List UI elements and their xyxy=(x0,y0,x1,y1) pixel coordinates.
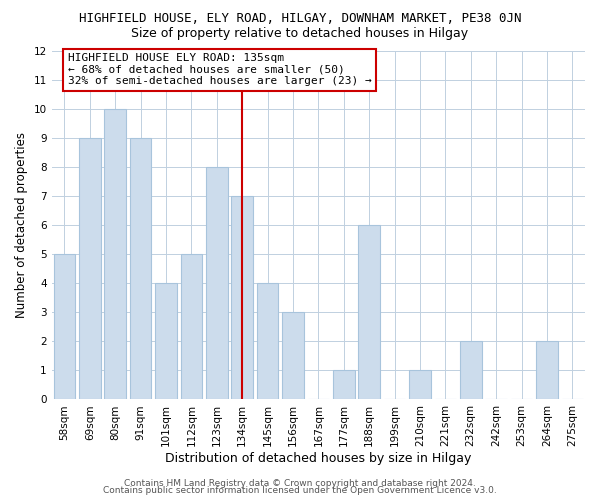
Bar xyxy=(181,254,202,400)
Bar xyxy=(257,284,278,400)
Bar xyxy=(358,226,380,400)
Bar xyxy=(206,168,227,400)
Bar xyxy=(53,254,75,400)
Text: HIGHFIELD HOUSE ELY ROAD: 135sqm
← 68% of detached houses are smaller (50)
32% o: HIGHFIELD HOUSE ELY ROAD: 135sqm ← 68% o… xyxy=(68,53,371,86)
Bar xyxy=(104,110,126,400)
Bar xyxy=(79,138,101,400)
Y-axis label: Number of detached properties: Number of detached properties xyxy=(15,132,28,318)
Bar xyxy=(282,312,304,400)
Bar xyxy=(155,284,177,400)
Bar xyxy=(130,138,151,400)
Text: Contains public sector information licensed under the Open Government Licence v3: Contains public sector information licen… xyxy=(103,486,497,495)
Bar xyxy=(409,370,431,400)
Bar xyxy=(460,342,482,400)
Text: Size of property relative to detached houses in Hilgay: Size of property relative to detached ho… xyxy=(131,28,469,40)
Text: Contains HM Land Registry data © Crown copyright and database right 2024.: Contains HM Land Registry data © Crown c… xyxy=(124,478,476,488)
Text: HIGHFIELD HOUSE, ELY ROAD, HILGAY, DOWNHAM MARKET, PE38 0JN: HIGHFIELD HOUSE, ELY ROAD, HILGAY, DOWNH… xyxy=(79,12,521,26)
Bar xyxy=(232,196,253,400)
Bar xyxy=(333,370,355,400)
Bar xyxy=(536,342,557,400)
X-axis label: Distribution of detached houses by size in Hilgay: Distribution of detached houses by size … xyxy=(165,452,472,465)
